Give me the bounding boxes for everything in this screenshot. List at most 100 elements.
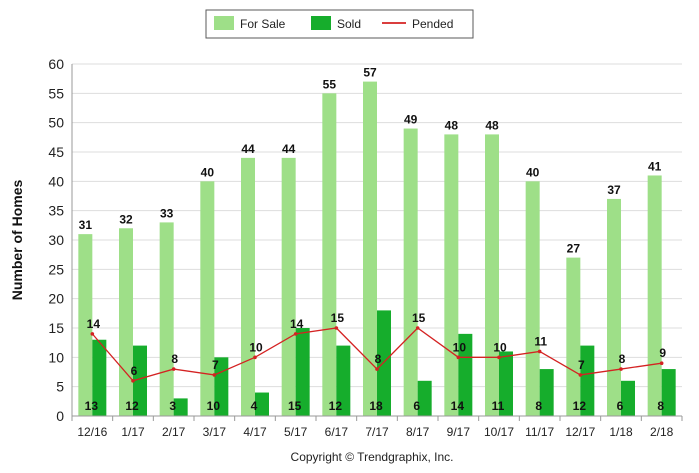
bar-sold: [336, 345, 351, 416]
x-tick-label: 9/17: [447, 425, 471, 439]
data-label-for-sale: 48: [485, 118, 499, 132]
bar-for-sale: [119, 228, 133, 416]
bar-for-sale: [281, 157, 296, 416]
x-tick-label: 10/17: [484, 425, 514, 439]
bar-sold: [92, 339, 107, 416]
y-axis-ticks: 0 5 10 15 20 25 30 35 40 45 50 55 60: [48, 56, 64, 424]
pended-point: [415, 326, 420, 330]
x-tick-label: 3/17: [203, 425, 227, 439]
data-label-for-sale: 40: [526, 165, 540, 179]
bar-for-sale: [403, 128, 418, 417]
y-tick-label: 45: [48, 144, 64, 160]
data-label-pended: 15: [331, 311, 345, 325]
x-tick-label: 12/16: [77, 425, 107, 439]
data-label-for-sale: 57: [363, 66, 377, 80]
legend-label-pended: Pended: [412, 17, 453, 31]
pended-point: [537, 349, 542, 354]
bar-for-sale: [566, 257, 581, 416]
bar-for-sale: [647, 175, 662, 416]
data-label-sold: 15: [288, 399, 302, 413]
bar-sold: [133, 345, 147, 416]
bar-for-sale: [159, 222, 174, 416]
y-tick-label: 15: [48, 320, 64, 336]
legend: For Sale Sold Pended: [205, 9, 474, 39]
data-label-sold: 8: [535, 399, 542, 413]
data-label-pended: 14: [87, 317, 101, 331]
legend-box: [205, 9, 474, 39]
data-label-sold: 12: [573, 399, 587, 413]
y-tick-label: 0: [56, 408, 64, 424]
data-label-for-sale: 55: [323, 77, 337, 91]
legend-label-for-sale: For Sale: [240, 17, 286, 31]
y-tick-label: 40: [48, 173, 64, 189]
data-label-sold: 11: [492, 399, 505, 413]
bar-sold: [539, 369, 554, 416]
bar-for-sale: [525, 181, 540, 416]
data-label-pended: 14: [290, 317, 304, 331]
bar-sold: [661, 369, 676, 416]
x-tick-label: 12/17: [565, 425, 595, 439]
data-label-pended: 8: [375, 352, 382, 366]
data-label-sold: 4: [251, 399, 258, 413]
bar-for-sale: [78, 234, 93, 416]
bar-sold: [214, 357, 229, 416]
legend-swatch-for-sale: [214, 16, 234, 30]
bar-for-sale: [363, 81, 377, 416]
bars: [78, 81, 676, 417]
data-label-for-sale: 48: [445, 118, 459, 132]
x-tick-label: 1/18: [609, 425, 633, 439]
pended-point: [293, 332, 298, 336]
data-label-sold: 10: [207, 399, 221, 413]
data-label-sold: 12: [125, 399, 139, 413]
data-label-sold: 6: [413, 399, 420, 413]
bar-for-sale: [485, 134, 499, 416]
x-tick-label: 6/17: [325, 425, 349, 439]
data-label-for-sale: 40: [201, 165, 215, 179]
bar-sold: [580, 345, 595, 416]
pended-line: [90, 326, 664, 383]
data-label-pended: 6: [131, 364, 138, 378]
data-label-for-sale: 41: [648, 159, 662, 173]
x-axis-ticks: 12/16 1/17 2/17 3/17 4/17 5/17 6/17 7/17 8/17 9/1…: [71, 416, 683, 439]
data-label-pended: 8: [171, 352, 178, 366]
x-tick-label: 11/17: [525, 425, 554, 439]
bar-for-sale: [200, 181, 215, 416]
x-tick-label: 8/17: [406, 425, 430, 439]
data-label-for-sale: 32: [119, 212, 133, 226]
bar-for-sale: [607, 198, 621, 416]
x-tick-label: 2/18: [650, 425, 674, 439]
pended-point: [659, 361, 664, 366]
data-label-for-sale: 31: [79, 218, 93, 232]
bar-sold: [458, 333, 473, 416]
data-label-for-sale: 27: [567, 242, 581, 256]
data-label-pended: 7: [212, 358, 219, 372]
legend-label-sold: Sold: [337, 17, 361, 31]
data-label-pended: 7: [578, 358, 585, 372]
data-label-sold: 14: [451, 399, 465, 413]
pended-point: [90, 332, 95, 336]
data-label-for-sale: 44: [282, 142, 296, 156]
x-tick-label: 4/17: [243, 425, 267, 439]
bar-sold: [173, 398, 188, 416]
bar-sold: [499, 351, 513, 416]
pended-point: [253, 355, 257, 360]
y-tick-label: 30: [48, 232, 64, 248]
data-label-sold: 8: [657, 399, 664, 413]
x-tick-label: 7/17: [365, 425, 389, 439]
data-label-pended: 10: [249, 340, 263, 354]
data-label-pended: 8: [619, 352, 626, 366]
y-axis-label: Number of Homes: [9, 180, 25, 301]
pended-point: [212, 373, 217, 377]
y-tick-label: 35: [48, 203, 64, 219]
data-label-sold: 13: [85, 399, 99, 413]
data-label-pended: 10: [493, 340, 507, 354]
y-tick-label: 60: [48, 56, 64, 72]
bar-sold: [255, 392, 269, 416]
pended-point: [131, 379, 135, 383]
data-label-sold: 12: [329, 399, 343, 413]
data-label-pended: 9: [659, 346, 666, 360]
data-label-pended: 11: [534, 334, 547, 348]
x-tick-label: 1/17: [121, 425, 145, 439]
data-label-pended: 10: [453, 340, 467, 354]
